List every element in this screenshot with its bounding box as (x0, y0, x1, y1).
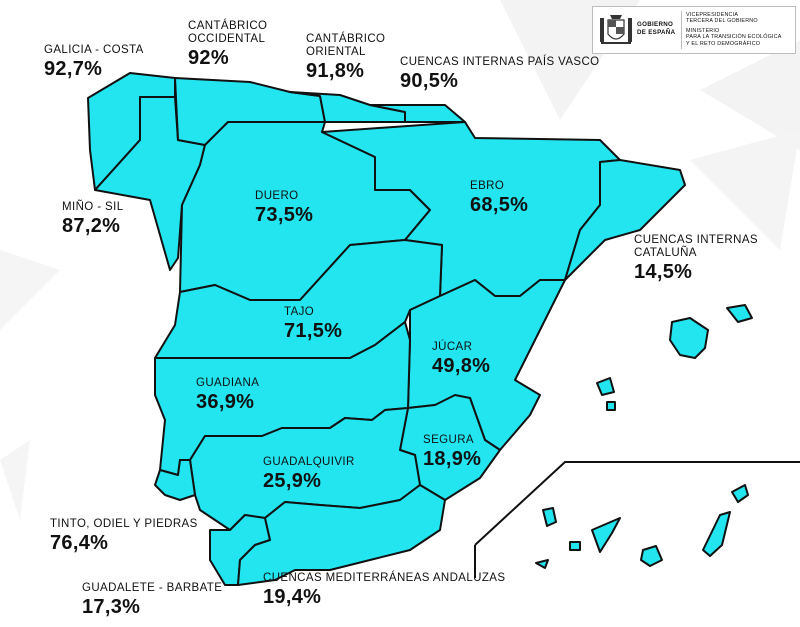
basin-name: CUENCAS INTERNAS PAÍS VASCO (400, 56, 600, 68)
basin-value: 92,7% (44, 58, 103, 80)
basin-name: GUADALETE - BARBATE (82, 582, 223, 594)
government-logo: GOBIERNO DE ESPAÑA VICEPRESIDENCIA TERCE… (592, 6, 796, 54)
logo-vicepresidency-line-2: TERCERA DEL GOBIERNO (686, 18, 758, 25)
basin-value: 17,3% (82, 596, 141, 618)
basin-value: 87,2% (62, 215, 121, 237)
basin-value: 18,9% (423, 448, 482, 470)
island-la-palma (542, 507, 557, 527)
region-tinto-odiel-piedras (154, 459, 196, 501)
basin-label-guadalete-barbate: GUADALETE - BARBATE 17,3% (82, 582, 222, 617)
basin-label-cantabrico-oriental: CANTÁBRICO ORIENTAL 91,8% (306, 33, 385, 81)
basin-name: TINTO, ODIEL Y PIEDRAS (50, 518, 198, 530)
basin-value: 25,9% (263, 470, 322, 492)
basin-value: 19,4% (263, 586, 322, 608)
logo-vicepresidency-line-1: VICEPRESIDENCIA (686, 12, 739, 18)
basin-name: SEGURA (423, 434, 474, 446)
basin-label-jucar: JÚCAR 49,8% (432, 341, 490, 376)
logo-ministry-line-2: PARA LA TRANSICIÓN ECOLÓGICA (686, 34, 782, 41)
basin-label-mino-sil: MIÑO - SIL 87,2% (62, 201, 124, 236)
island-gomera (569, 541, 581, 551)
island-tenerife (591, 517, 621, 553)
basin-name: MIÑO - SIL (62, 201, 124, 213)
region-mediterraneas-andaluzas (237, 484, 446, 586)
basin-label-guadiana: GUADIANA 36,9% (196, 377, 259, 412)
logo-government-line-1: GOBIERNO (637, 21, 674, 28)
basin-value: 71,5% (284, 320, 343, 342)
basin-label-tinto-odiel-piedras: TINTO, ODIEL Y PIEDRAS 76,4% (50, 518, 198, 553)
logo-ministry-line-1: MINISTERIO (686, 28, 720, 34)
basin-value: 14,5% (634, 261, 693, 283)
basin-label-mediterraneas-andaluzas: CUENCAS MEDITERRÁNEAS ANDALUZAS 19,4% (263, 572, 505, 607)
basin-label-cantabrico-occidental: CANTÁBRICO OCCIDENTAL 92% (188, 20, 267, 68)
basin-value: 68,5% (470, 194, 529, 216)
basin-label-guadalquivir: GUADALQUIVIR 25,9% (263, 456, 355, 491)
basin-label-cuencas-cataluna: CUENCAS INTERNAS CATALUÑA 14,5% (634, 234, 758, 282)
island-formentera (606, 401, 616, 411)
basin-label-pais-vasco: CUENCAS INTERNAS PAÍS VASCO 90,5% (400, 56, 600, 91)
basin-label-duero: DUERO 73,5% (255, 190, 313, 225)
basin-name: GUADALQUIVIR (263, 456, 355, 468)
basin-value: 76,4% (50, 532, 109, 554)
basin-name: EBRO (470, 180, 505, 192)
basin-name: GUADIANA (196, 377, 260, 389)
basin-label-ebro: EBRO 68,5% (470, 180, 528, 215)
logo-vicepresidency-text: VICEPRESIDENCIA TERCERA DEL GOBIERNO (686, 12, 758, 25)
basin-label-tajo: TAJO 71,5% (284, 306, 342, 341)
basin-name: GALICIA - COSTA (44, 44, 144, 56)
region-cuencas-cataluna (564, 159, 686, 281)
logo-government-text: GOBIERNO DE ESPAÑA (637, 21, 675, 36)
basin-value: 91,8% (306, 60, 365, 82)
island-lanzarote (731, 484, 749, 503)
basin-value: 73,5% (255, 204, 314, 226)
basin-label-galicia-costa: GALICIA - COSTA 92,7% (44, 44, 144, 79)
logo-divider (681, 11, 682, 49)
basin-value: 90,5% (400, 70, 459, 92)
basin-value: 49,8% (432, 355, 491, 377)
coat-of-arms-icon (600, 15, 632, 44)
basin-value: 92% (188, 47, 229, 69)
island-mallorca (669, 317, 709, 359)
logo-ministry-line-3: Y EL RETO DEMOGRÁFICO (686, 40, 761, 47)
canary-inset-frame (474, 461, 800, 578)
balearic-islands (596, 304, 753, 411)
island-menorca (726, 304, 753, 323)
region-pais-vasco (369, 104, 466, 123)
island-el-hierro (535, 559, 549, 569)
basin-label-segura: SEGURA 18,9% (423, 434, 481, 469)
basin-name: TAJO (284, 306, 315, 318)
basin-name: CUENCAS MEDITERRÁNEAS ANDALUZAS (263, 572, 506, 584)
basin-name: CANTÁBRICO OCCIDENTAL (188, 20, 268, 45)
basin-value: 36,9% (196, 391, 255, 413)
canary-islands (535, 484, 749, 569)
basin-name: CANTÁBRICO ORIENTAL (306, 33, 386, 58)
basin-name: JÚCAR (432, 341, 473, 353)
basin-name: DUERO (255, 190, 299, 202)
basin-name: CUENCAS INTERNAS CATALUÑA (634, 234, 758, 259)
island-gran-canaria (640, 545, 663, 567)
logo-ministry-text: MINISTERIO PARA LA TRANSICIÓN ECOLÓGICA … (686, 28, 782, 47)
logo-government-line-2: DE ESPAÑA (637, 28, 676, 36)
mainland-regions (87, 72, 686, 586)
island-ibiza (596, 377, 615, 396)
island-fuerteventura (702, 511, 731, 557)
